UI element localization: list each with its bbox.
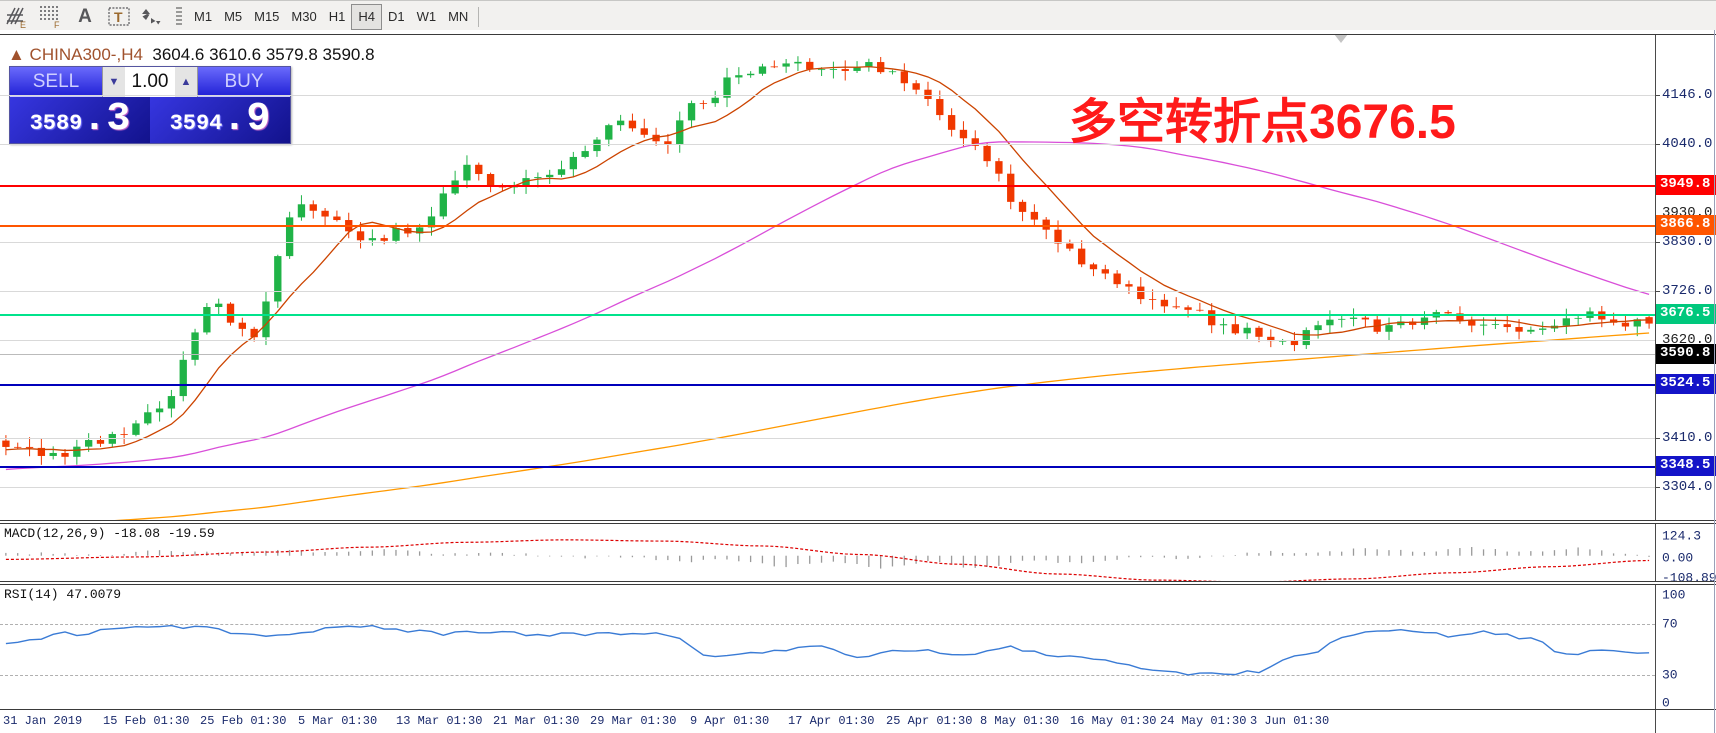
svg-text:F: F [54,20,60,29]
svg-text:T: T [114,9,123,25]
svg-text:E: E [20,20,26,29]
